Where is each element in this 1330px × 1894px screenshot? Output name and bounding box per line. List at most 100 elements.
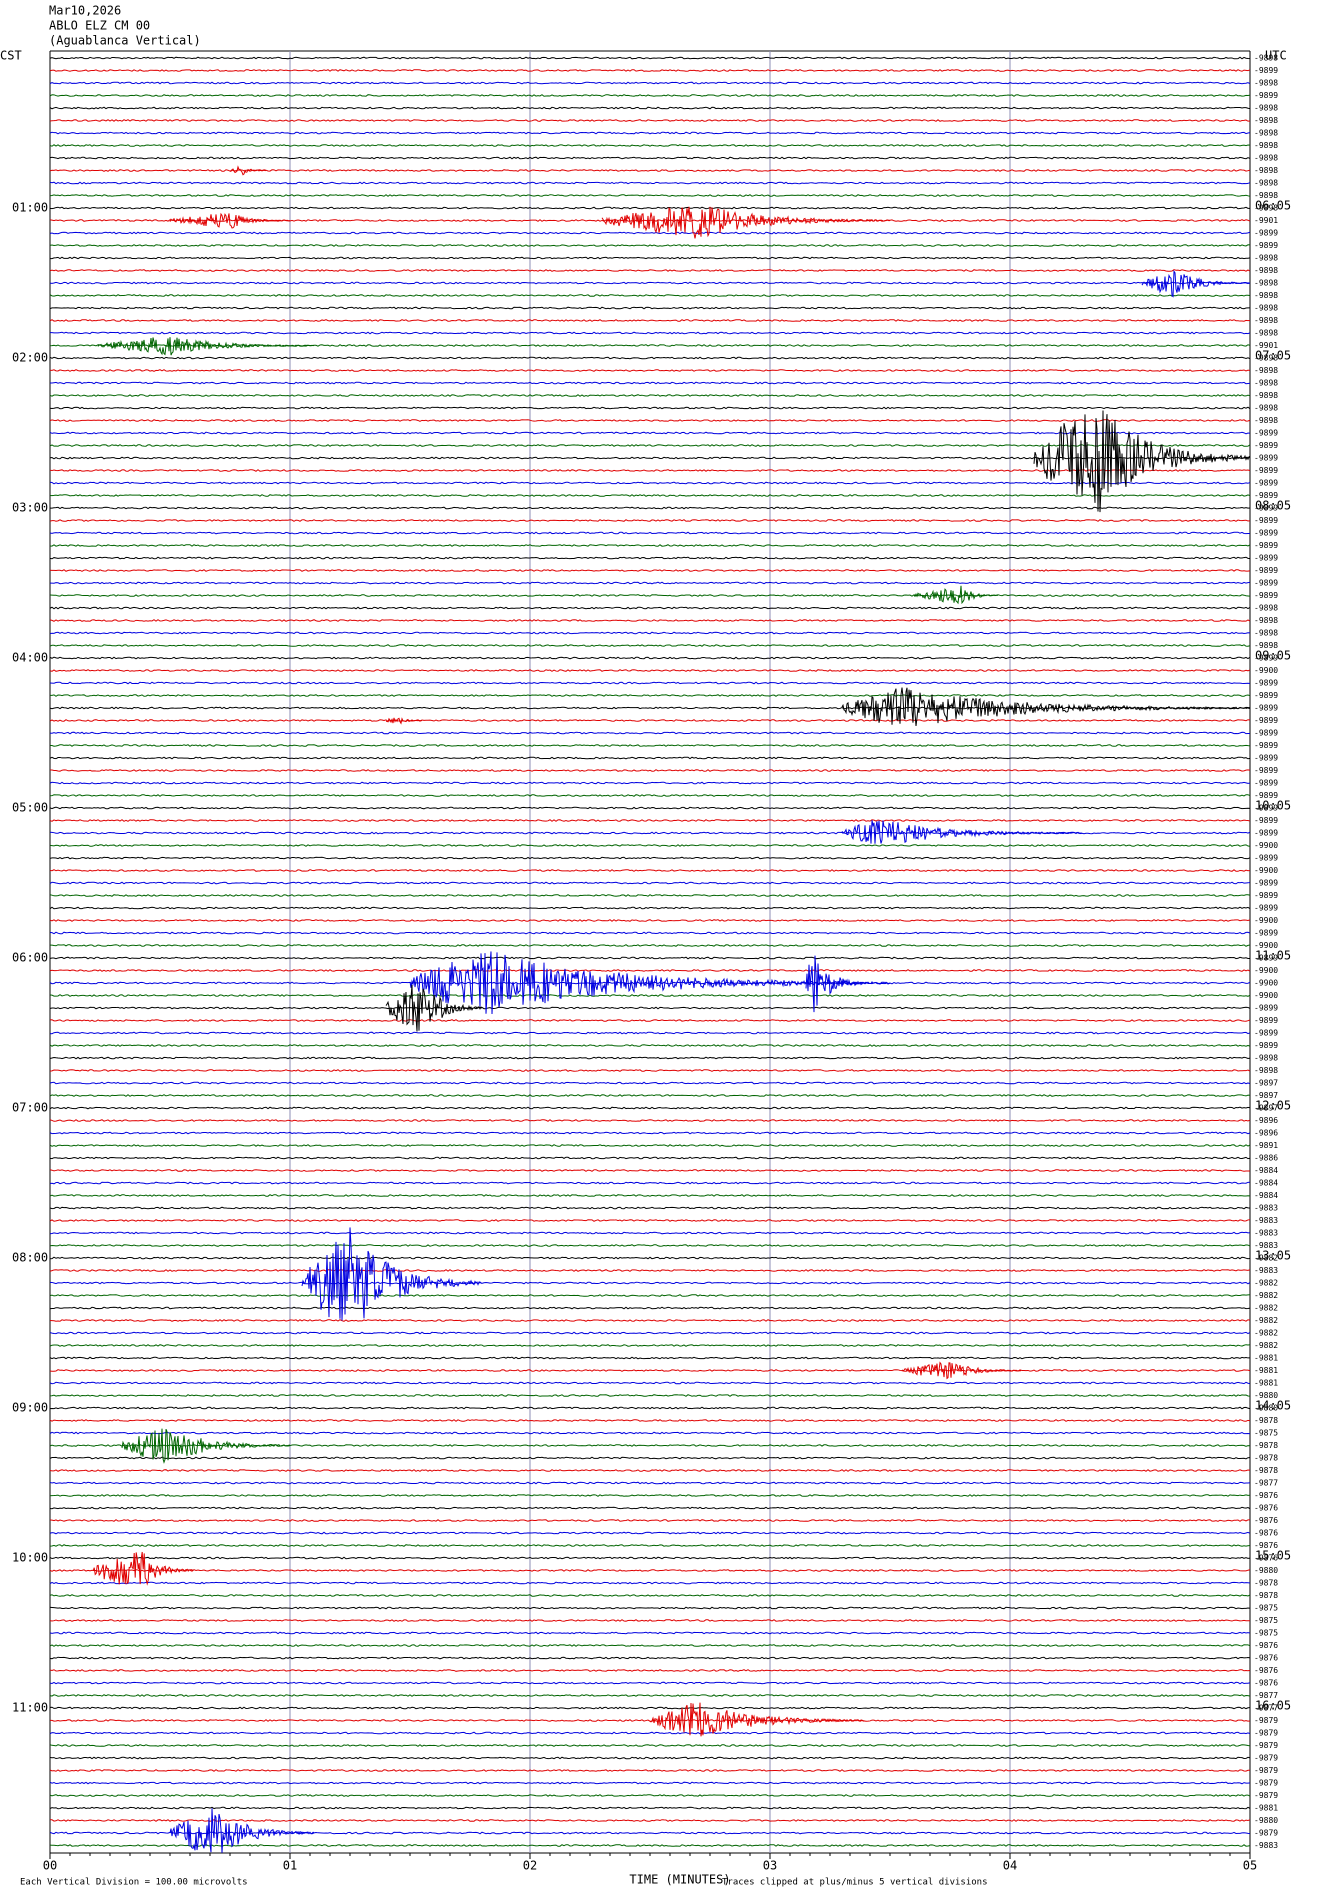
trace <box>49 1256 1251 1260</box>
trace <box>49 1531 1251 1535</box>
trace-offset: -9883 <box>1254 1229 1278 1238</box>
trace-offset: -9898 <box>1254 79 1278 88</box>
hour-label-right: 16:05 <box>1255 1699 1291 1713</box>
trace-offset: -9878 <box>1254 1579 1278 1588</box>
trace <box>49 1219 1251 1222</box>
trace <box>49 1581 1251 1585</box>
trace-offset: -9878 <box>1254 1416 1278 1425</box>
trace <box>49 1281 1251 1285</box>
trace <box>49 1181 1251 1185</box>
hour-label-left: 08:00 <box>12 1251 48 1265</box>
trace <box>49 1794 1251 1797</box>
x-tick-label: 04 <box>1003 1859 1017 1873</box>
trace-offset: -9899 <box>1254 679 1278 688</box>
seismic-event <box>229 165 267 176</box>
trace-offset: -9898 <box>1254 416 1278 425</box>
chart-title: Mar10,2026 <box>49 4 121 18</box>
trace-offset: -9898 <box>1254 116 1278 125</box>
trace-offset: -9898 <box>1254 154 1278 163</box>
trace-offset: -9898 <box>1254 166 1278 175</box>
trace-offset: -9899 <box>1254 879 1278 888</box>
trace-offset: -9899 <box>1254 766 1278 775</box>
hour-label-left: 02:00 <box>12 351 48 365</box>
trace-offset: -9880 <box>1254 1404 1278 1413</box>
trace-offset: -9898 <box>1254 379 1278 388</box>
trace-offset: -9881 <box>1254 1804 1278 1813</box>
trace-offset: -9899 <box>1254 829 1278 838</box>
trace <box>49 794 1251 797</box>
trace <box>49 119 1251 122</box>
trace-offset: -9876 <box>1254 1541 1278 1550</box>
trace-offset: -9899 <box>1254 454 1278 463</box>
x-tick-label: 02 <box>523 1859 537 1873</box>
trace <box>49 394 1251 397</box>
trace <box>49 1719 1251 1722</box>
trace-offset: -9880 <box>1254 1391 1278 1400</box>
seismic-event <box>169 1808 315 1853</box>
trace <box>49 856 1251 860</box>
seismic-event <box>97 337 315 356</box>
trace-offset: -9899 <box>1254 816 1278 825</box>
trace <box>49 1506 1251 1510</box>
trace-offset: -9879 <box>1254 1729 1278 1738</box>
trace-offset: -9878 <box>1254 1441 1278 1450</box>
trace-offset: -9899 <box>1254 691 1278 700</box>
trace <box>49 1644 1251 1647</box>
trace-offset: -9898 <box>1254 104 1278 113</box>
trace-offset: -9876 <box>1254 1654 1278 1663</box>
trace-offset: -9899 <box>1254 1004 1278 1013</box>
trace-offset: -9899 <box>1254 729 1278 738</box>
trace <box>49 1406 1251 1410</box>
trace-offset: -9876 <box>1254 1516 1278 1525</box>
seismic-event <box>913 585 999 605</box>
hour-label-left: 03:00 <box>12 501 48 515</box>
trace-offset: -9886 <box>1254 1154 1278 1163</box>
trace <box>49 1494 1251 1497</box>
trace <box>49 1269 1251 1272</box>
trace <box>49 969 1251 972</box>
trace-offset: -9898 <box>1254 304 1278 313</box>
trace <box>49 69 1251 72</box>
trace-offset: -9875 <box>1254 1616 1278 1625</box>
trace-offset: -9881 <box>1254 1366 1278 1375</box>
trace <box>49 881 1251 885</box>
trace <box>49 631 1251 635</box>
x-tick-label: 03 <box>763 1859 777 1873</box>
trace-offset: -9877 <box>1254 1704 1278 1713</box>
trace-offset: -9899 <box>1254 554 1278 563</box>
trace <box>49 531 1251 535</box>
hour-label-left: 05:00 <box>12 801 48 815</box>
hour-label-left: 01:00 <box>12 201 48 215</box>
seismic-event <box>805 955 866 1013</box>
trace <box>49 1194 1251 1197</box>
trace-offset: -9899 <box>1254 904 1278 913</box>
trace <box>49 1519 1251 1522</box>
seismic-event <box>1033 410 1251 513</box>
trace-offset: -9900 <box>1254 966 1278 975</box>
trace <box>49 1119 1251 1122</box>
trace <box>49 719 1251 722</box>
trace <box>50 506 1251 510</box>
trace-offset: -9899 <box>1254 466 1278 475</box>
trace <box>49 1469 1251 1472</box>
trace-offset: -9900 <box>1254 979 1278 988</box>
hour-label-left: 10:00 <box>12 1551 48 1565</box>
trace <box>49 1806 1251 1810</box>
trace-offset: -9898 <box>1254 604 1278 613</box>
trace <box>49 231 1251 235</box>
trace <box>49 944 1251 947</box>
trace-offset: -9879 <box>1254 1779 1278 1788</box>
trace-offset: -9898 <box>1254 404 1278 413</box>
trace <box>49 1431 1251 1435</box>
x-tick-label: 00 <box>43 1859 57 1873</box>
trace-offset: -9882 <box>1254 1291 1278 1300</box>
trace <box>49 1556 1251 1560</box>
seismic-event <box>901 1361 1022 1380</box>
trace <box>49 1106 1251 1110</box>
trace-offset: -9879 <box>1254 1791 1278 1800</box>
trace-offset: -9875 <box>1254 1629 1278 1638</box>
trace <box>49 319 1251 322</box>
trace <box>49 1094 1251 1097</box>
trace-offset: -9899 <box>1254 479 1278 488</box>
trace-offset: -9897 <box>1254 1079 1278 1088</box>
